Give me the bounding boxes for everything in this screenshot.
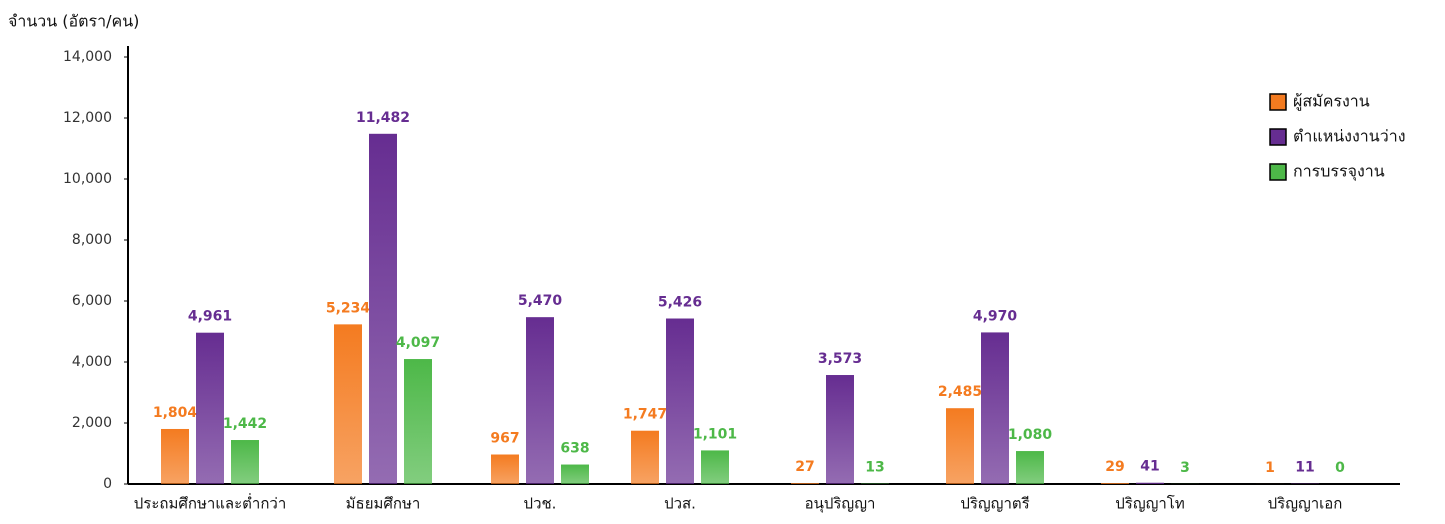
- x-tick-label: ประถมศึกษาและต่ำกว่า: [134, 493, 287, 513]
- value-label: 1,442: [223, 416, 267, 432]
- bar: [631, 431, 659, 484]
- value-label: 4,970: [973, 308, 1018, 324]
- bar: [404, 359, 432, 484]
- legend-label: การบรรจุงาน: [1293, 162, 1385, 182]
- bar: [561, 465, 589, 484]
- bar: [1016, 451, 1044, 484]
- bar: [1136, 483, 1164, 484]
- bar: [334, 324, 362, 484]
- bar: [791, 483, 819, 484]
- value-label: 1,747: [623, 407, 667, 423]
- bar: [701, 450, 729, 484]
- value-label: 1: [1265, 460, 1275, 476]
- bar: [161, 429, 189, 484]
- value-label: 11: [1295, 460, 1314, 476]
- value-label: 41: [1140, 459, 1159, 475]
- bar: [826, 375, 854, 484]
- bar: [369, 134, 397, 484]
- value-label: 5,234: [326, 300, 371, 316]
- y-tick-label: 2,000: [72, 415, 112, 431]
- y-tick-label: 6,000: [72, 293, 112, 309]
- value-label: 29: [1105, 459, 1124, 475]
- value-label: 4,961: [188, 309, 232, 325]
- value-label: 1,101: [693, 426, 737, 442]
- value-label: 1,804: [153, 405, 198, 421]
- x-tick-label: อนุปริญญา: [805, 495, 876, 514]
- y-tick-label: 14,000: [63, 49, 112, 65]
- value-label: 5,426: [658, 295, 702, 311]
- y-tick-label: 10,000: [63, 171, 112, 187]
- value-label: 5,470: [518, 293, 563, 309]
- x-tick-label: ปริญญาตรี: [960, 495, 1029, 513]
- value-label: 4,097: [396, 335, 440, 351]
- y-axis-title: จำนวน (อัตรา/คน): [8, 12, 139, 31]
- y-tick-label: 8,000: [72, 232, 112, 248]
- value-label: 13: [865, 460, 884, 476]
- legend-swatch: [1270, 129, 1286, 145]
- value-label: 967: [490, 431, 519, 447]
- bar: [491, 455, 519, 484]
- value-label: 1,080: [1008, 427, 1053, 443]
- value-label: 638: [560, 441, 589, 457]
- x-tick-label: มัธยมศึกษา: [346, 495, 421, 513]
- value-label: 27: [795, 459, 814, 475]
- bar: [1101, 483, 1129, 484]
- y-tick-label: 12,000: [63, 110, 112, 126]
- value-label: 3,573: [818, 351, 862, 367]
- value-label: 2,485: [938, 384, 982, 400]
- bar: [526, 317, 554, 484]
- bar: [196, 333, 224, 484]
- chart: จำนวน (อัตรา/คน) 02,0004,0006,0008,00010…: [0, 0, 1445, 520]
- y-tick-label: 0: [103, 476, 112, 492]
- value-label: 11,482: [356, 110, 410, 126]
- legend-label: ตำแหน่งงานว่าง: [1293, 127, 1406, 146]
- bar: [231, 440, 259, 484]
- x-tick-label: ปวช.: [524, 495, 557, 513]
- y-tick-label: 4,000: [72, 354, 112, 370]
- page: {"chart_data": {"type": "bar", "y_axis_l…: [0, 0, 1445, 524]
- legend-swatch: [1270, 94, 1286, 110]
- bar: [981, 332, 1009, 484]
- x-tick-label: ปริญญาโท: [1115, 495, 1185, 513]
- legend-label: ผู้สมัครงาน: [1293, 92, 1370, 112]
- x-tick-label: ปวส.: [664, 495, 696, 513]
- bar: [946, 408, 974, 484]
- x-tick-label: ปริญญาเอก: [1268, 495, 1343, 513]
- bar: [666, 319, 694, 484]
- value-label: 0: [1335, 460, 1345, 476]
- value-label: 3: [1180, 460, 1190, 476]
- legend-swatch: [1270, 164, 1286, 180]
